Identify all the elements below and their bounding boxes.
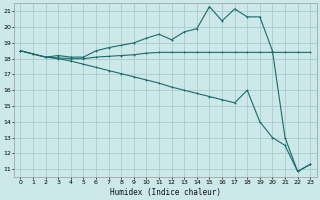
- X-axis label: Humidex (Indice chaleur): Humidex (Indice chaleur): [110, 188, 221, 197]
